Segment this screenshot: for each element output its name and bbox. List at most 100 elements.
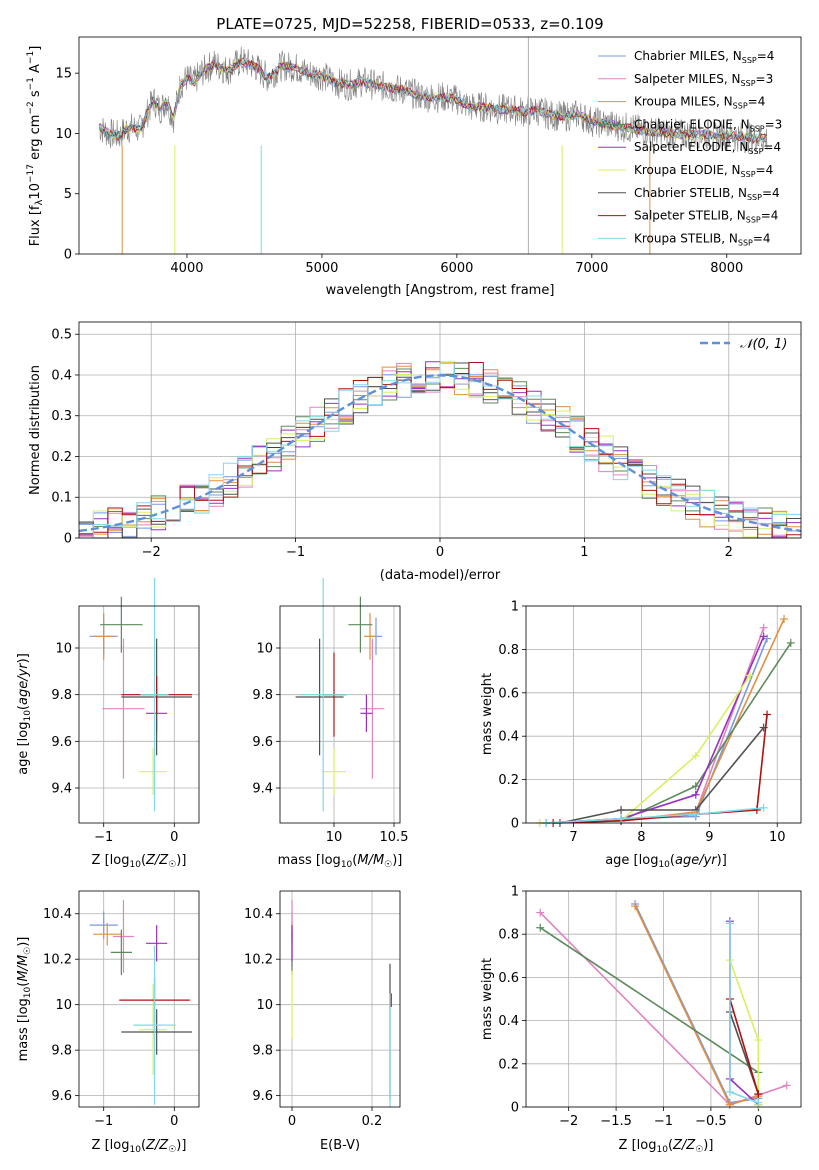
legend-label: Kroupa MILES, NSSP=4 <box>634 95 765 111</box>
mass-ebv-frame <box>279 890 401 1108</box>
y-tick-label: 10.4 <box>244 907 273 922</box>
x-tick-label: −1 <box>94 830 113 845</box>
y-tick-label: 0.2 <box>498 1057 519 1072</box>
x-tick-label: −1.5 <box>600 1114 632 1129</box>
x-tick-label: 6000 <box>440 261 473 276</box>
model-spectrum-8 <box>98 59 767 143</box>
gaussian-curve <box>78 374 802 533</box>
y-tick-label: 9.8 <box>51 1044 72 1059</box>
residuals-xlabel: (data-model)/error <box>380 568 501 583</box>
age-mass-xlabel: mass [log10(M/M☉)] <box>278 853 403 870</box>
legend-label: Salpeter MILES, NSSP=3 <box>634 72 773 88</box>
weight-age-series <box>535 615 795 827</box>
x-tick-label: 2 <box>725 545 733 560</box>
weight-age-ylabel: mass weight <box>480 673 495 755</box>
weight-Z-ylabel: mass weight <box>480 958 495 1040</box>
spectrum-xlabel: wavelength [Angstrom, rest frame] <box>326 283 555 298</box>
y-tick-label: 5 <box>64 187 72 202</box>
x-tick-label: 9 <box>705 830 713 845</box>
y-tick-label: 0 <box>511 817 519 832</box>
mass-ebv-xlabel: E(B-V) <box>320 1138 360 1153</box>
y-tick-label: 10.4 <box>43 907 72 922</box>
x-tick-label: 5000 <box>305 261 338 276</box>
age-Z-xlabel: Z [log10(Z/Z☉)] <box>92 853 187 870</box>
x-tick-label: −1 <box>654 1114 673 1129</box>
weight-series-6 <box>559 726 765 824</box>
x-tick-label: 8 <box>637 830 645 845</box>
x-tick-label: −0.5 <box>695 1114 727 1129</box>
errorbar-point <box>360 694 373 732</box>
y-tick-label: 9.8 <box>51 688 72 703</box>
y-tick-label: 10 <box>55 998 72 1013</box>
weight-age-frame <box>525 605 802 824</box>
age-Z-ylabel: age [log10(age/yr)] <box>16 653 33 775</box>
legend-label: Kroupa STELIB, NSSP=4 <box>634 231 771 247</box>
y-tick-label: 0.6 <box>498 971 519 986</box>
age-Z-frame <box>78 605 200 824</box>
legend-label: Chabrier ELODIE, NSSP=3 <box>634 117 782 133</box>
y-tick-label: 1 <box>511 600 519 615</box>
errorbar-point <box>121 1009 192 1055</box>
spectrum-frame <box>78 36 802 255</box>
weight-Z-xlabel: Z [log10(Z/Z☉)] <box>619 1138 714 1155</box>
errorbar-point <box>102 638 145 779</box>
y-tick-label: 0.5 <box>51 328 72 343</box>
y-tick-label: 9.6 <box>252 1089 273 1104</box>
y-tick-label: 0 <box>511 1101 519 1116</box>
y-tick-label: 0.1 <box>51 491 72 506</box>
y-tick-label: 0.2 <box>498 773 519 788</box>
x-tick-label: 0 <box>754 1114 762 1129</box>
weight-series-1 <box>621 627 765 822</box>
y-tick-label: 0.3 <box>51 409 72 424</box>
x-tick-label: 10 <box>326 830 343 845</box>
y-tick-label: 0 <box>64 248 72 263</box>
x-tick-label: −2 <box>559 1114 578 1129</box>
errorbar-point <box>322 748 346 795</box>
errorbar-point <box>140 578 169 812</box>
y-tick-label: 10 <box>55 642 72 657</box>
model-spectrum-6 <box>98 57 767 144</box>
x-tick-label: 10.5 <box>380 830 409 845</box>
y-tick-label: 0.8 <box>498 643 519 658</box>
age-mass-frame <box>279 605 401 824</box>
y-tick-label: 0.4 <box>51 368 72 383</box>
x-tick-label: 4000 <box>170 261 203 276</box>
y-tick-label: 9.8 <box>252 688 273 703</box>
errorbar-point <box>93 922 122 946</box>
mass-Z-ylabel: mass [log10(M/M☉)] <box>16 937 33 1062</box>
x-tick-label: 0 <box>288 1114 296 1129</box>
y-tick-label: 9.6 <box>252 735 273 750</box>
residuals-frame <box>78 321 802 539</box>
legend-label: Salpeter STELIB, NSSP=4 <box>634 209 778 225</box>
x-tick-label: −2 <box>142 545 161 560</box>
legend-label: Salpeter ELODIE, NSSP=4 <box>634 140 781 156</box>
mass-ebv-axes: 0 0.2 9.6 9.8 10 10.2 10.4 <box>244 891 400 1129</box>
weight-Z-series <box>536 899 791 1109</box>
errorbar-point <box>110 929 132 976</box>
weight-series-8 <box>546 807 764 824</box>
x-tick-label: −1 <box>94 1114 113 1129</box>
residuals-axes: −2 −1 0 1 2 0 0.1 0.2 0.3 0.4 0.5 <box>51 322 801 560</box>
y-tick-label: 0.2 <box>51 450 72 465</box>
y-tick-label: 10 <box>55 127 72 142</box>
mass-ebv-points <box>291 900 392 1107</box>
residuals-ylabel: Normed distribution <box>28 365 43 495</box>
y-tick-label: 10.2 <box>244 953 273 968</box>
weight-series-0 <box>546 638 768 824</box>
errorbar-point <box>146 925 168 962</box>
mass-Z-xlabel: Z [log10(Z/Z☉)] <box>92 1138 187 1155</box>
spectrum-lines <box>98 37 768 254</box>
y-tick-label: 9.4 <box>51 782 72 797</box>
errorbar-point <box>100 596 143 653</box>
y-tick-label: 0 <box>64 532 72 547</box>
age-mass-points <box>295 578 385 812</box>
age-Z-axes: −1 0 9.4 9.6 9.8 10 <box>51 606 199 845</box>
legend-label: 𝒩(0, 1) <box>740 337 787 352</box>
y-tick-label: 9.4 <box>252 782 273 797</box>
weight-series-2 <box>634 905 759 1106</box>
mass-Z-axes: −1 0 9.6 9.8 10 10.2 10.4 <box>43 891 199 1129</box>
weight-Z-frame <box>525 890 802 1108</box>
mass-Z-points <box>89 900 192 1105</box>
y-tick-label: 10 <box>256 642 273 657</box>
model-spectrum-7 <box>99 58 767 144</box>
